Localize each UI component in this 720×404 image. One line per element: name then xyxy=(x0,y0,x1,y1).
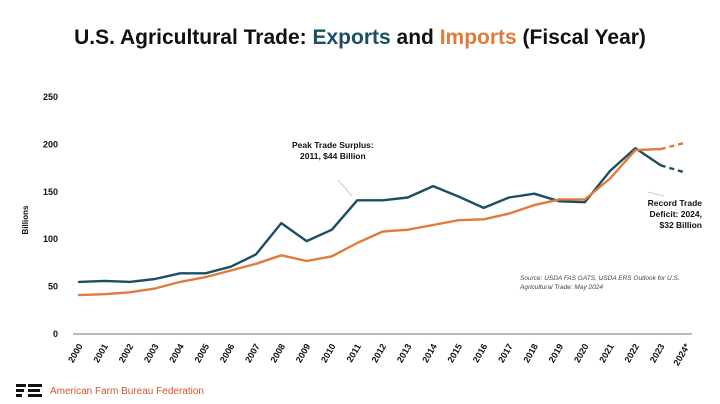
x-tick-label: 2008 xyxy=(268,342,287,364)
x-tick-labels: 2000 2001 2002 2003 2004 2005 2006 2007 2008 2009… xyxy=(66,342,692,368)
series-line-imports xyxy=(77,147,662,297)
x-tick-label: 2014 xyxy=(420,342,439,364)
x-tick-label: 2017 xyxy=(496,342,515,364)
x-tick-label: 2022 xyxy=(622,342,641,364)
x-tick-label: 2000 xyxy=(66,342,85,364)
annotation-leaders xyxy=(337,179,665,197)
chart-series xyxy=(77,141,687,297)
y-tick-label: 250 xyxy=(43,92,58,102)
title-and-word: and xyxy=(390,26,440,49)
x-tick-label: 2010 xyxy=(319,342,338,364)
annotation-deficit-line3: $32 Billion xyxy=(659,220,702,230)
source-note: Source: USDA FAS GATS, USDA ERS Outlook … xyxy=(520,275,680,291)
y-axis-label: Billions xyxy=(21,205,30,234)
x-tick-label: 2019 xyxy=(547,342,566,364)
x-tick-label: 2002 xyxy=(117,342,136,364)
annotation-deficit-line2: Deficit: 2024, xyxy=(649,209,702,219)
y-tick-label: 150 xyxy=(43,187,58,197)
x-tick-label: 2004 xyxy=(167,342,186,364)
x-tick-label: 2007 xyxy=(243,342,262,364)
x-tick-label: 2006 xyxy=(218,342,237,364)
title-exports-word: Exports xyxy=(312,26,391,49)
y-tick-label: 100 xyxy=(43,234,58,244)
x-tick-label: 2003 xyxy=(142,342,161,364)
peak-leader-line xyxy=(337,179,353,197)
y-tick-label: 50 xyxy=(48,282,58,292)
x-tick-label: 2013 xyxy=(395,342,414,364)
x-tick-label: 2020 xyxy=(572,342,591,364)
x-tick-label: 2024* xyxy=(671,342,692,368)
annotation-deficit: Record Trade Deficit: 2024, $32 Billion xyxy=(622,198,702,231)
footer: American Farm Bureau Federation xyxy=(16,383,204,399)
x-tick-label: 2001 xyxy=(91,342,110,364)
annotation-deficit-line1: Record Trade xyxy=(647,198,702,208)
series-projection-imports xyxy=(660,141,687,151)
annotation-peak-line1: Peak Trade Surplus: xyxy=(292,140,374,150)
annotation-peak: Peak Trade Surplus: 2011, $44 Billion xyxy=(292,140,374,162)
x-tick-label: 2015 xyxy=(445,342,464,364)
series-projection-exports xyxy=(660,164,687,174)
deficit-leader-line xyxy=(647,191,665,197)
annotation-peak-line2: 2011, $44 Billion xyxy=(300,151,366,161)
y-tick-labels: 0 50 100 150 200 250 xyxy=(43,92,58,339)
x-tick-label: 2005 xyxy=(193,342,212,364)
chart-title: U.S. Agricultural Trade: Exports and Imp… xyxy=(0,26,720,50)
x-tick-label: 2009 xyxy=(294,342,313,364)
series-line-exports xyxy=(77,146,662,284)
title-part1: U.S. Agricultural Trade: xyxy=(74,26,313,49)
y-tick-label: 0 xyxy=(53,329,58,339)
title-imports-word: Imports xyxy=(439,26,517,49)
afbf-logo-icon xyxy=(16,384,42,397)
x-tick-label: 2018 xyxy=(521,342,540,364)
x-tick-label: 2021 xyxy=(597,342,616,364)
x-tick-label: 2012 xyxy=(370,342,389,364)
x-tick-label: 2016 xyxy=(471,342,490,364)
footer-org-name: American Farm Bureau Federation xyxy=(50,385,204,397)
y-tick-label: 200 xyxy=(43,139,58,149)
title-part2: (Fiscal Year) xyxy=(516,26,646,49)
x-tick-label: 2011 xyxy=(345,342,363,364)
x-tick-label: 2023 xyxy=(648,342,667,364)
